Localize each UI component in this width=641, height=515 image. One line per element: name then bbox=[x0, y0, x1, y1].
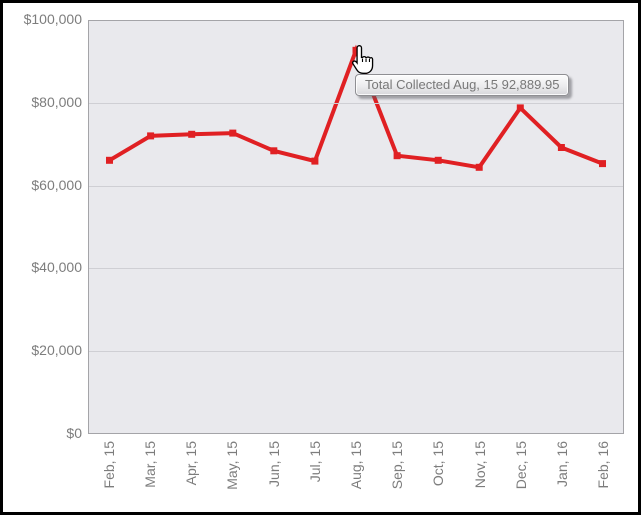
y-tick-label: $0 bbox=[66, 425, 82, 441]
y-tick-label: $20,000 bbox=[31, 342, 82, 359]
data-point-marker[interactable] bbox=[516, 104, 524, 112]
x-tick-label: Nov, 15 bbox=[471, 441, 488, 489]
data-point-marker[interactable] bbox=[393, 152, 401, 160]
data-point-marker[interactable] bbox=[352, 46, 360, 54]
data-point-marker[interactable] bbox=[434, 156, 442, 164]
x-tick-label: May, 15 bbox=[224, 441, 241, 490]
data-point-marker[interactable] bbox=[311, 157, 319, 165]
y-tick-label: $60,000 bbox=[31, 176, 82, 193]
gridline bbox=[89, 350, 623, 352]
hand-cursor-icon bbox=[351, 44, 374, 75]
gridline bbox=[89, 103, 623, 105]
data-point-marker[interactable] bbox=[599, 160, 606, 168]
x-tick-label: Sep, 15 bbox=[389, 441, 406, 490]
x-tick-label: Oct, 15 bbox=[430, 441, 447, 487]
data-point-marker[interactable] bbox=[147, 132, 155, 140]
x-tick-label: Jul, 15 bbox=[306, 441, 323, 483]
total-collected-series[interactable] bbox=[89, 21, 623, 433]
x-tick-label: Feb, 15 bbox=[100, 441, 117, 489]
data-point-marker[interactable] bbox=[229, 129, 237, 137]
data-point-marker[interactable] bbox=[475, 163, 483, 171]
data-point-marker[interactable] bbox=[106, 156, 113, 164]
line-chart: Total Collected Aug, 15 92,889.95 $0 $20,… bbox=[3, 3, 638, 512]
x-tick-label: Feb, 16 bbox=[595, 441, 612, 489]
x-tick-label: Mar, 15 bbox=[141, 441, 158, 488]
x-tick-label: Apr, 15 bbox=[183, 441, 200, 486]
data-point-marker[interactable] bbox=[557, 144, 565, 151]
x-tick-label: Jan, 16 bbox=[554, 441, 571, 487]
data-point-marker[interactable] bbox=[270, 147, 278, 155]
x-tick-label: Jun, 15 bbox=[265, 441, 282, 487]
tooltip: Total Collected Aug, 15 92,889.95 bbox=[355, 74, 570, 96]
gridline bbox=[89, 185, 623, 187]
x-tick-label: Aug, 15 bbox=[348, 441, 364, 490]
y-tick-label: $80,000 bbox=[31, 93, 82, 110]
y-tick-label: $100,000 bbox=[23, 11, 82, 27]
x-tick-label: Dec, 15 bbox=[512, 441, 529, 490]
y-tick-label: $40,000 bbox=[31, 259, 82, 276]
tooltip-text: Total Collected Aug, 15 92,889.95 bbox=[365, 77, 560, 92]
gridline bbox=[89, 268, 623, 270]
data-point-marker[interactable] bbox=[188, 130, 196, 138]
